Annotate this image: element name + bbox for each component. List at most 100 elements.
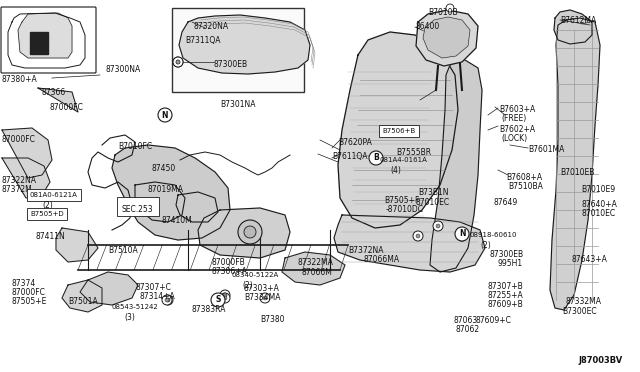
Text: (3): (3) [124,313,135,322]
Text: B7611QA: B7611QA [332,152,367,161]
Bar [30,32,48,54]
Text: (LOCK): (LOCK) [501,134,527,143]
Text: 87019MA: 87019MA [148,185,184,194]
Text: B7010B: B7010B [428,8,458,17]
Text: 87314+A: 87314+A [140,292,176,301]
Text: 87609+B: 87609+B [488,300,524,309]
Text: 87383RA: 87383RA [192,305,227,314]
Text: 87320NA: 87320NA [193,22,228,31]
Text: 87450: 87450 [152,164,176,173]
Text: 87505+E: 87505+E [12,297,47,306]
Polygon shape [198,208,290,258]
Circle shape [369,151,383,165]
Text: B7602+A: B7602+A [499,125,535,134]
Polygon shape [416,10,478,66]
Circle shape [223,296,227,300]
Text: B7510BA: B7510BA [508,182,543,191]
Circle shape [158,108,172,122]
Text: (2): (2) [242,281,253,290]
Circle shape [446,4,454,12]
Circle shape [163,295,173,305]
Text: 87010EC: 87010EC [581,209,615,218]
Text: B7505+F: B7505+F [384,196,419,205]
Polygon shape [2,128,52,178]
Polygon shape [62,280,102,312]
Polygon shape [282,252,345,285]
Circle shape [211,293,225,307]
Text: B7300EC: B7300EC [562,307,596,316]
Polygon shape [112,145,230,240]
Text: 86400: 86400 [415,22,439,31]
Text: 081A0-6121A: 081A0-6121A [30,192,78,198]
Polygon shape [18,13,72,58]
Text: 87307+C: 87307+C [136,283,172,292]
FancyBboxPatch shape [1,7,96,73]
Polygon shape [430,60,482,272]
Polygon shape [334,215,485,272]
Text: 87649: 87649 [494,198,518,207]
Circle shape [176,60,180,64]
Polygon shape [550,18,600,310]
Text: B7506+B: B7506+B [382,128,415,134]
Text: 08340-5122A: 08340-5122A [232,272,279,278]
Bar [30,32,48,54]
Text: (FREE): (FREE) [501,114,526,123]
Text: 87066M: 87066M [302,268,333,277]
Text: 87380+A: 87380+A [2,75,38,84]
Text: 87410M: 87410M [162,216,193,225]
Text: 87000FB: 87000FB [212,258,246,267]
Text: 87366: 87366 [42,88,67,97]
Text: S: S [215,295,221,305]
Text: 87306+A: 87306+A [212,267,248,276]
Circle shape [166,298,170,302]
Circle shape [457,231,467,241]
Text: B7555BR: B7555BR [396,148,431,157]
Text: B7501A: B7501A [68,297,98,306]
Polygon shape [2,158,50,198]
Circle shape [433,221,443,231]
FancyBboxPatch shape [117,197,159,216]
Text: B7311QA: B7311QA [185,36,221,45]
Text: 87000FC: 87000FC [2,135,36,144]
Circle shape [223,293,227,297]
Text: 87255+A: 87255+A [488,291,524,300]
Polygon shape [554,10,592,44]
Circle shape [165,298,169,302]
Text: 87000FC: 87000FC [12,288,46,297]
Text: N: N [162,110,168,119]
Circle shape [176,60,180,64]
Text: 87307+B: 87307+B [488,282,524,291]
Text: 081A4-0161A: 081A4-0161A [380,157,428,163]
Polygon shape [338,32,458,228]
Circle shape [220,293,230,303]
Text: 87066MA: 87066MA [364,255,400,264]
Polygon shape [80,272,138,305]
Polygon shape [179,15,310,74]
Text: 87372M: 87372M [2,185,33,194]
Text: (2): (2) [42,201,52,210]
Text: 87322NA: 87322NA [2,176,37,185]
Circle shape [220,290,230,300]
Polygon shape [56,228,98,262]
FancyBboxPatch shape [172,8,304,92]
Text: 87062: 87062 [456,325,480,334]
Text: 87609+C: 87609+C [476,316,512,325]
Polygon shape [423,17,470,58]
Text: J87003BV: J87003BV [578,356,622,365]
Text: 87322MA: 87322MA [298,258,334,267]
Circle shape [436,224,440,228]
Text: B7510A: B7510A [108,246,138,255]
Circle shape [455,227,469,241]
Text: B7505+D: B7505+D [30,211,63,217]
Text: 87411N: 87411N [35,232,65,241]
Text: SEC.253: SEC.253 [122,205,154,214]
Text: 87303+A: 87303+A [244,284,280,293]
Text: B7372NA: B7372NA [348,246,383,255]
Text: 87000FC: 87000FC [50,103,84,112]
Text: B7301NA: B7301NA [220,100,255,109]
Text: 87300EB: 87300EB [214,60,248,69]
Text: N: N [459,230,465,238]
Text: B7334MA: B7334MA [244,293,280,302]
Circle shape [244,226,256,238]
Circle shape [416,234,420,238]
